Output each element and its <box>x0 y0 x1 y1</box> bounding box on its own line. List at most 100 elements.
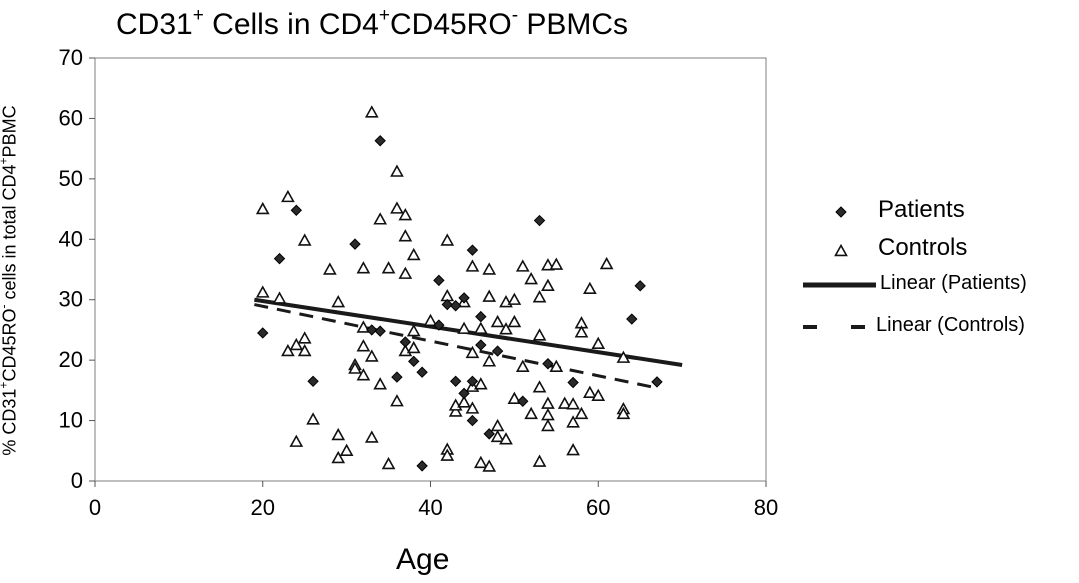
y-axis-label: % CD31+CD45RO- cells in total CD4+PBMC <box>0 41 21 521</box>
patient-point <box>535 216 545 226</box>
patient-point <box>291 205 301 215</box>
title-superscript: + <box>379 5 390 26</box>
control-point <box>408 326 419 336</box>
control-point <box>408 343 419 353</box>
patient-point <box>258 328 268 338</box>
control-point <box>358 263 369 273</box>
control-point <box>459 323 470 333</box>
control-point <box>425 315 436 325</box>
ylabel-superscript: - <box>0 305 11 309</box>
control-point <box>366 107 377 117</box>
patient-point <box>451 376 461 386</box>
patient-point <box>467 245 477 255</box>
control-point <box>299 235 310 245</box>
control-point <box>408 249 419 259</box>
control-point <box>366 432 377 442</box>
ylabel-superscript: + <box>0 382 11 389</box>
x-tick-label: 40 <box>418 495 442 520</box>
y-tick-label: 30 <box>59 287 83 312</box>
control-point <box>484 264 495 274</box>
control-point <box>584 283 595 293</box>
control-point <box>467 261 478 271</box>
control-point <box>542 421 553 431</box>
legend-label-controls: Controls <box>878 234 967 262</box>
chart-title: CD31+ Cells in CD4+CD45RO- PBMCs <box>116 8 628 42</box>
y-tick-label: 10 <box>59 408 83 433</box>
patient-point <box>308 376 318 386</box>
patient-point <box>275 254 285 264</box>
control-point <box>291 436 302 446</box>
control-point <box>257 287 268 297</box>
control-point <box>551 259 562 269</box>
patient-point <box>635 281 645 291</box>
control-point <box>442 235 453 245</box>
title-part: CD45RO <box>390 8 512 41</box>
control-point <box>542 280 553 290</box>
control-point <box>509 317 520 327</box>
patient-point <box>451 301 461 311</box>
patient-point <box>434 275 444 285</box>
patient-point <box>476 312 486 322</box>
patient-point <box>367 325 377 335</box>
control-point <box>509 294 520 304</box>
control-point <box>383 263 394 273</box>
patient-point <box>467 376 477 386</box>
control-point <box>568 399 579 409</box>
control-point <box>308 414 319 424</box>
control-point <box>576 408 587 418</box>
control-point <box>383 459 394 469</box>
title-superscript: + <box>193 5 204 26</box>
control-point <box>517 261 528 271</box>
patient-point <box>518 396 528 406</box>
y-tick-label: 50 <box>59 166 83 191</box>
legend-label-linear-patients: Linear (Patients) <box>880 272 1027 295</box>
control-point <box>542 398 553 408</box>
legend-marker-patients <box>836 207 846 217</box>
control-point <box>274 293 285 303</box>
y-tick-label: 70 <box>59 45 83 70</box>
control-point <box>534 292 545 302</box>
control-point <box>534 456 545 466</box>
control-point <box>341 445 352 455</box>
patient-point <box>627 314 637 324</box>
control-point <box>375 214 386 224</box>
title-part: PBMCs <box>518 8 628 41</box>
control-point <box>366 351 377 361</box>
control-point <box>484 291 495 301</box>
patient-point <box>652 377 662 387</box>
control-point <box>584 387 595 397</box>
ylabel-part: PBMC <box>0 105 20 157</box>
x-tick-label: 80 <box>754 495 778 520</box>
patient-point <box>467 416 477 426</box>
title-part: CD31 <box>116 8 193 41</box>
y-tick-label: 20 <box>59 347 83 372</box>
control-point <box>391 166 402 176</box>
y-tick-label: 40 <box>59 226 83 251</box>
control-point <box>391 203 402 213</box>
patient-point <box>375 326 385 336</box>
control-point <box>542 410 553 420</box>
control-point <box>358 341 369 351</box>
patient-point <box>409 356 419 366</box>
control-point <box>526 408 537 418</box>
patient-point <box>417 367 427 377</box>
patient-point <box>493 346 503 356</box>
x-tick-label: 20 <box>251 495 275 520</box>
trendlines <box>254 300 682 388</box>
patient-point <box>350 239 360 249</box>
control-point <box>475 457 486 467</box>
ylabel-superscript: + <box>0 157 11 164</box>
legend-label-patients: Patients <box>878 196 965 224</box>
control-point <box>257 204 268 214</box>
x-tick-label: 0 <box>89 495 101 520</box>
ylabel-part: % CD31 <box>0 389 20 456</box>
ylabel-part: cells in total CD4 <box>0 164 20 304</box>
control-point <box>534 382 545 392</box>
ylabel-part: CD45RO <box>0 309 20 382</box>
title-part: Cells in CD4 <box>204 8 379 41</box>
legend-markers <box>803 207 876 327</box>
legend-marker-controls <box>836 246 847 256</box>
data-points <box>257 107 662 471</box>
plot-area-frame <box>95 58 766 481</box>
control-point <box>526 274 537 284</box>
